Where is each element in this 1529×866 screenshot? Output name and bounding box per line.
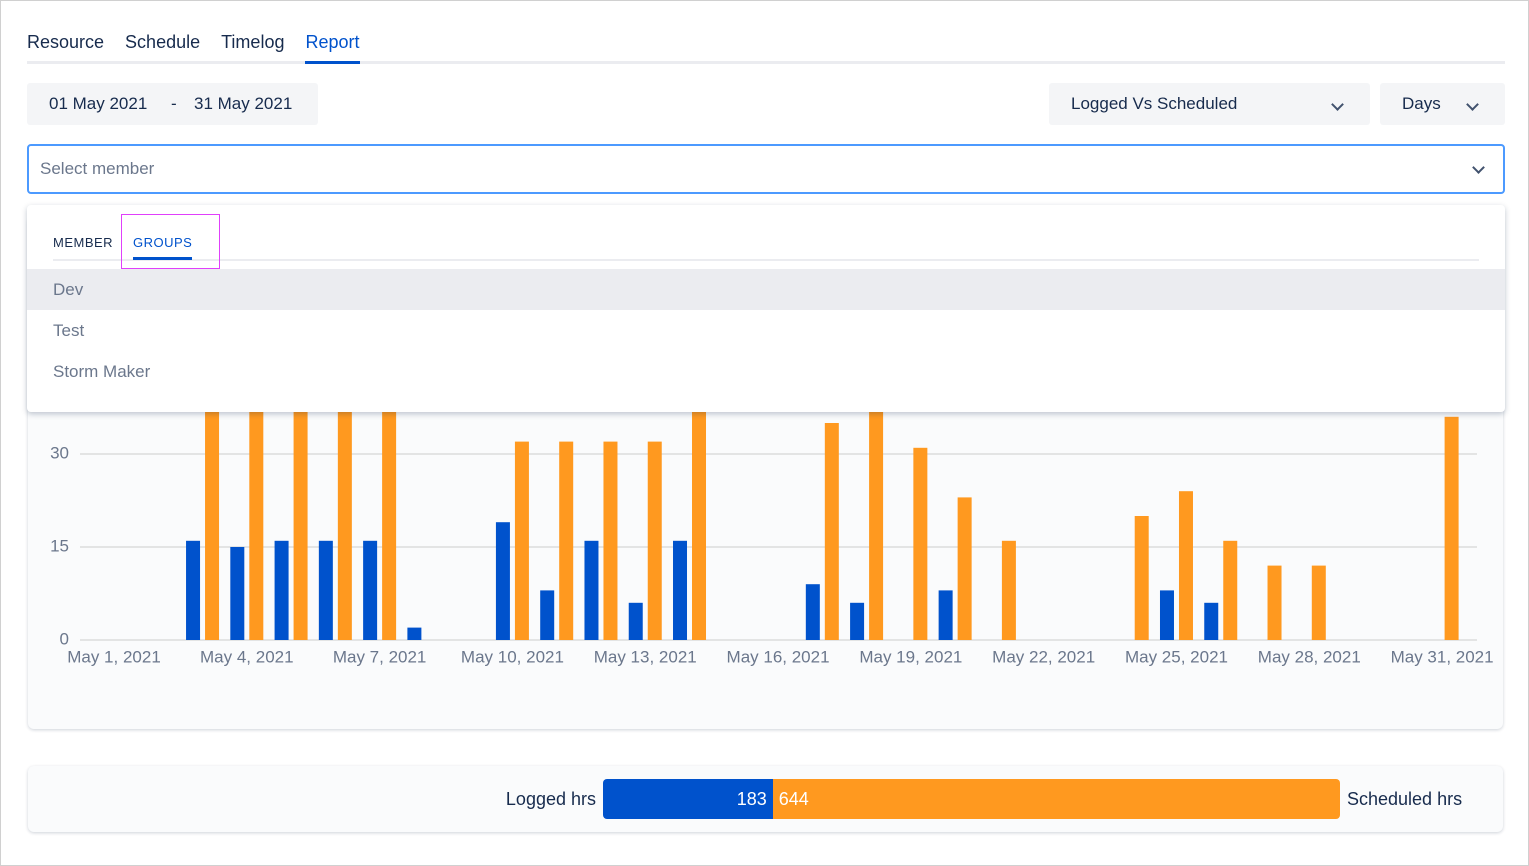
x-tick-label: May 16, 2021: [727, 647, 830, 666]
member-select[interactable]: Select member: [27, 144, 1505, 194]
bar: [1178, 491, 1193, 640]
bar: [603, 441, 618, 640]
bar: [805, 584, 820, 640]
bar: [186, 540, 201, 640]
bar: [647, 441, 662, 640]
bar: [673, 540, 688, 640]
bar: [1204, 602, 1219, 640]
dropdown-option[interactable]: Storm Maker: [53, 362, 151, 381]
bar: [230, 547, 245, 640]
date-separator: -: [171, 94, 177, 113]
bar: [1159, 590, 1174, 640]
x-tick-label: May 31, 2021: [1391, 647, 1494, 666]
date-range[interactable]: 01 May 2021 - 31 May 2021: [27, 83, 318, 125]
x-tick-label: May 1, 2021: [67, 647, 161, 666]
scheduled-label: Scheduled hrs: [1347, 789, 1463, 809]
dropdown-option[interactable]: Test: [53, 321, 85, 340]
highlight-box: [121, 214, 220, 269]
x-tick-label: May 28, 2021: [1258, 647, 1361, 666]
bar: [514, 441, 529, 640]
member-dropdown: MEMBER GROUPS Dev Test Storm Maker: [27, 205, 1505, 412]
bar: [957, 497, 972, 640]
bar: [1267, 565, 1282, 640]
bar: [495, 522, 510, 640]
date-end: 31 May 2021: [194, 94, 293, 113]
y-tick-label: 15: [50, 536, 69, 555]
bar: [584, 540, 599, 640]
dropdown-tab[interactable]: MEMBER: [53, 235, 114, 250]
logged-segment: 183: [603, 779, 773, 819]
dropdown-tab[interactable]: GROUPS: [133, 235, 193, 260]
x-tick-label: May 19, 2021: [859, 647, 962, 666]
x-tick-label: May 13, 2021: [594, 647, 697, 666]
bar: [938, 590, 953, 640]
bar: [559, 441, 574, 640]
bar: [274, 540, 289, 640]
nav-tab[interactable]: Report: [305, 31, 360, 64]
x-tick-label: May 4, 2021: [200, 647, 294, 666]
date-start: 01 May 2021: [49, 94, 148, 113]
x-tick-label: May 22, 2021: [992, 647, 1095, 666]
nav-tabs: Resource Schedule Timelog Report: [27, 31, 1505, 64]
bar: [205, 379, 220, 640]
report-select[interactable]: Logged Vs Scheduled: [1049, 83, 1370, 125]
x-tick-label: May 25, 2021: [1125, 647, 1228, 666]
y-tick-label: 0: [60, 629, 69, 648]
bar: [318, 540, 333, 640]
bar: [1223, 540, 1238, 640]
bar: [363, 540, 378, 640]
bar: [913, 447, 928, 640]
bar: [1311, 565, 1326, 640]
bar: [850, 602, 865, 640]
period-select[interactable]: Days: [1380, 83, 1505, 125]
bar: [869, 385, 884, 640]
summary-bar: 183 644: [603, 779, 1340, 819]
bar: [1001, 540, 1016, 640]
chart: 0 15 30 May 1, 2021 May 4, 2021 May 7, 2021 Ma…: [50, 379, 1494, 666]
scheduled-segment: 644: [772, 779, 1340, 819]
y-tick-label: 30: [50, 443, 69, 462]
bar: [540, 590, 555, 640]
x-tick-label: May 7, 2021: [333, 647, 427, 666]
x-tick-label: May 10, 2021: [461, 647, 564, 666]
bar: [337, 379, 352, 640]
nav-tab[interactable]: Timelog: [221, 32, 285, 52]
bar: [824, 423, 839, 640]
bar: [382, 385, 397, 640]
dropdown-tabs: MEMBER GROUPS: [53, 235, 1479, 261]
summary-panel: Logged hrs 183 644 Scheduled hrs: [28, 766, 1503, 832]
bar: [1134, 516, 1149, 640]
nav-tab[interactable]: Schedule: [125, 32, 201, 52]
bar: [692, 379, 707, 640]
logged-label: Logged hrs: [505, 789, 596, 809]
dropdown-option[interactable]: Dev: [27, 269, 1505, 310]
bar: [407, 627, 422, 640]
bar: [293, 385, 308, 640]
bar: [628, 602, 643, 640]
nav-tab[interactable]: Resource: [27, 32, 105, 52]
report-select-value: Logged Vs Scheduled: [1071, 94, 1238, 113]
member-placeholder: Select member: [40, 159, 155, 178]
period-select-value: Days: [1402, 94, 1441, 113]
bar: [1444, 416, 1459, 640]
bar: [249, 379, 264, 640]
